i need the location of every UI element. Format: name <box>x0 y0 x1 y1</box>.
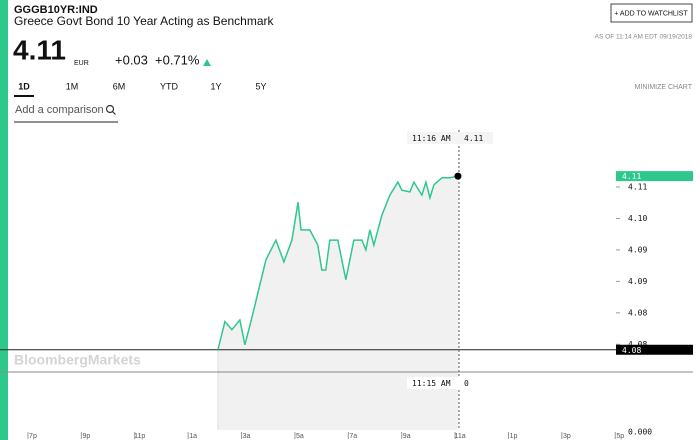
x-tick-label: 3p <box>563 433 571 440</box>
y-tick-label: 4.11 <box>628 182 647 191</box>
crosshair-value: 4.11 <box>464 134 483 143</box>
lower-crosshair-box <box>407 377 471 389</box>
x-tick-label: 1p <box>510 433 518 440</box>
y-tick-label: 4.10 <box>628 214 647 223</box>
lower-axis-label: 0.000 <box>628 428 652 437</box>
security-name: Greece Govt Bond 10 Year Acting as Bench… <box>14 14 274 28</box>
change: +0.03 <box>115 52 148 67</box>
y-tick-label: 4.09 <box>628 245 647 254</box>
comparison-input[interactable]: Add a comparison <box>15 104 104 116</box>
up-arrow <box>203 59 211 66</box>
lower-time: 11:15 AM <box>412 379 451 388</box>
price-line <box>217 175 459 350</box>
reference-box <box>616 344 693 355</box>
watermark: BloombergMarkets <box>14 352 141 368</box>
y-tick-label: 4.08 <box>628 308 647 317</box>
x-tick-label: 3a <box>243 433 251 440</box>
x-tick-label: 9p <box>82 433 90 440</box>
x-tick-label: 7p <box>29 433 37 440</box>
last-box <box>616 171 693 182</box>
watchlist-label[interactable]: + ADD TO WATCHLIST <box>614 10 688 17</box>
last-label: 4.11 <box>622 172 641 181</box>
currency: EUR <box>74 60 89 67</box>
range-tabs: 1D 1M 6M YTD 1Y 5Y <box>14 81 267 97</box>
x-tick-label: 11a <box>455 433 466 440</box>
crosshair-box <box>407 132 493 144</box>
range-tab[interactable]: 1M <box>66 81 79 91</box>
accent-bar <box>0 0 8 440</box>
price: 4.11 <box>13 34 66 65</box>
search-icon <box>105 104 115 114</box>
range-tab[interactable]: 6M <box>113 81 126 91</box>
reference-label: 4.08 <box>622 346 641 355</box>
search-icon <box>112 111 116 115</box>
y-tick-label: 4.08 <box>628 340 647 349</box>
x-tick-label: 7a <box>349 433 357 440</box>
area <box>217 176 458 430</box>
lower-value: 0 <box>464 379 469 388</box>
last-point <box>454 172 462 180</box>
watchlist-button[interactable] <box>610 3 693 23</box>
x-tick-label: 5a <box>296 433 304 440</box>
crosshair-time: 11:16 AM <box>412 134 451 143</box>
range-tab[interactable]: 1D <box>18 81 30 91</box>
range-tab[interactable]: YTD <box>160 81 179 91</box>
ticker: GGGB10YR:IND <box>14 4 98 16</box>
change-pct: +0.71% <box>155 52 200 67</box>
x-tick-label: 11p <box>134 433 145 440</box>
range-tab[interactable]: 1Y <box>210 81 221 91</box>
minimize-chart[interactable]: MINIMIZE CHART <box>635 84 693 91</box>
range-tab[interactable]: 5Y <box>255 81 266 91</box>
x-tick-label: 5p <box>616 433 624 440</box>
chart: 4.114.104.094.094.084.084.08BloombergMar… <box>0 130 693 440</box>
x-tick-label: 1a <box>189 433 197 440</box>
x-tick-label: 9a <box>403 433 411 440</box>
as-of: AS OF 11:14 AM EDT 09/19/2018 <box>595 34 693 41</box>
y-tick-label: 4.09 <box>628 277 647 286</box>
